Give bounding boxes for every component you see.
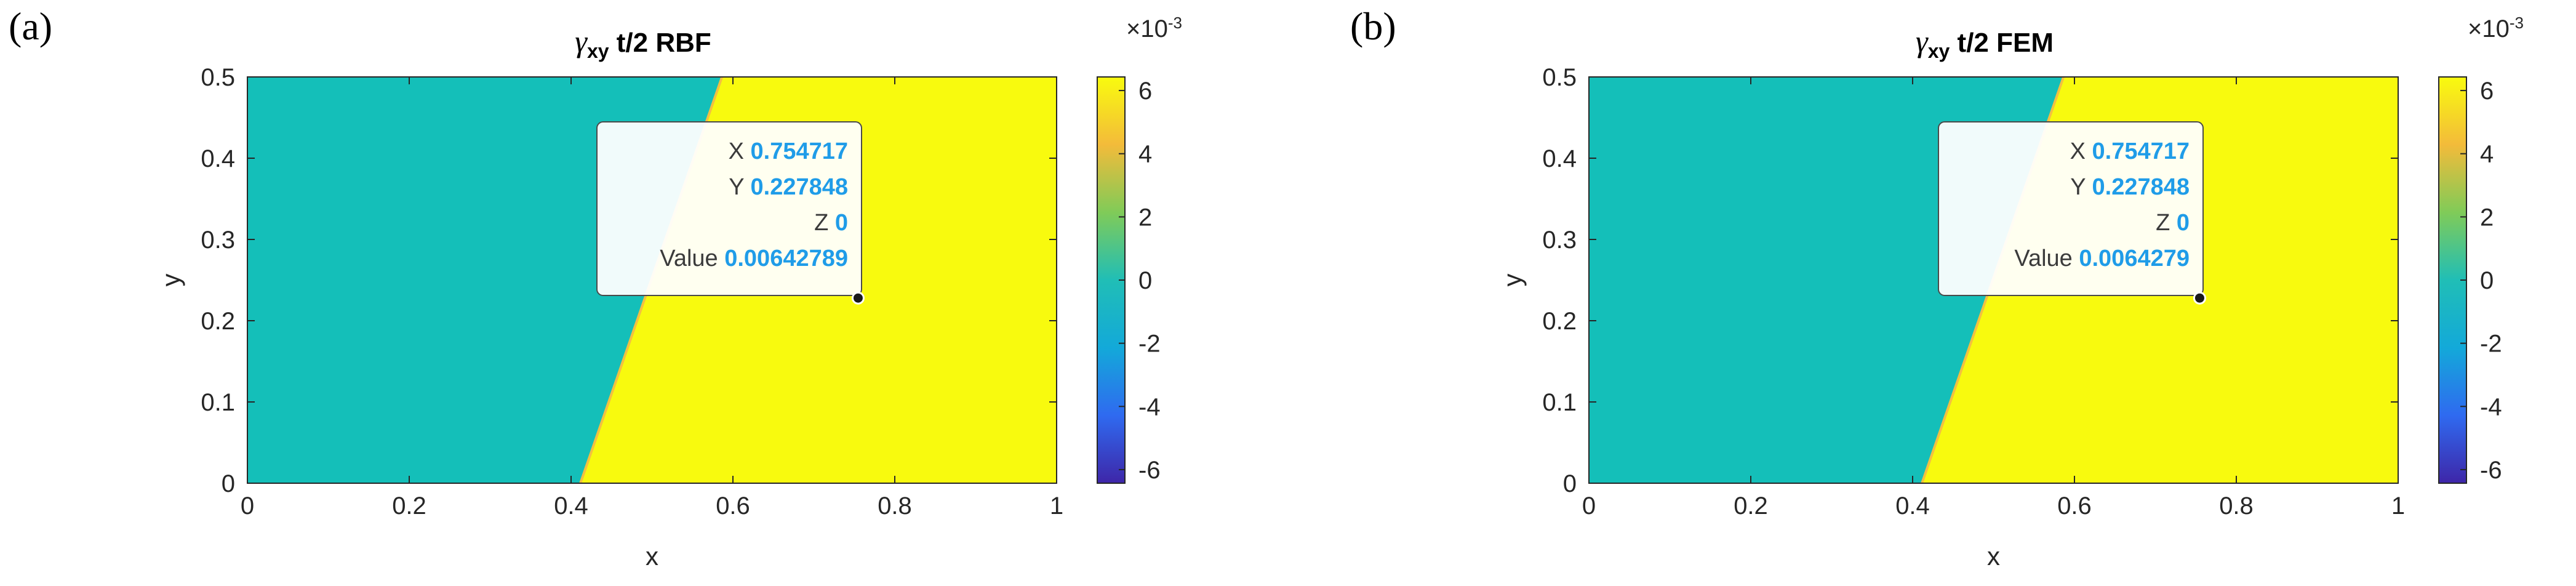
chart-svg[interactable]: 0 0.2 0.4 0.6 0.8 100.10.20.30.40.5xy-6-4-202… — [0, 0, 1288, 586]
y-tick-label: 0.4 — [1542, 145, 1577, 172]
datatip-row: Z 0 — [814, 210, 848, 236]
title-subscript: xy — [586, 39, 609, 62]
x-tick-label: 0.4 — [554, 492, 588, 520]
colorbar-tick-label: 4 — [1138, 141, 1152, 168]
colorbar-tick-label: -4 — [1138, 393, 1161, 420]
colorbar — [1097, 76, 1126, 484]
datatip-marker[interactable] — [2193, 291, 2206, 305]
colorbar-tick-label: 0 — [2480, 267, 2494, 294]
title-symbol: γ — [1916, 24, 1928, 58]
chart-title: γxy t/2 RBF — [575, 23, 711, 63]
datatip-value: 0 — [2177, 210, 2190, 236]
datatip-key: X — [729, 138, 751, 164]
y-tick-label: 0.1 — [1542, 389, 1577, 416]
colorbar-exponent-label: ×10-3 — [1126, 14, 1182, 42]
y-tick-label: 0.3 — [201, 227, 235, 254]
datatip-key: Value — [2014, 246, 2079, 271]
y-tick-label: 0 — [222, 470, 235, 497]
colorbar-tick-label: 4 — [2480, 141, 2494, 168]
x-axis-label: x — [646, 542, 658, 571]
y-axis-label: y — [1498, 274, 1527, 287]
panel-b: (b) γxy t/2 FEM 0 0.2 0.4 0.6 0.8 1 0 0.1 0.2 0.3… — [1342, 0, 2576, 586]
datatip-key: Z — [814, 210, 835, 236]
datatip-value: 0.754717 — [2092, 138, 2190, 164]
x-tick-label: 0 — [241, 492, 254, 520]
title-text: t/2 RBF — [616, 28, 711, 58]
x-axis-label: x — [1987, 542, 2000, 571]
y-tick-label: 0.1 — [201, 389, 235, 416]
panel-a: (a) γxy t/2 RBF 0 0.2 0.4 0.6 0.8 1 0 0.1 0.2 0.3… — [0, 0, 1288, 586]
colorbar-exponent-power: -3 — [1168, 14, 1182, 32]
axes-frame — [247, 76, 1057, 484]
title-text: t/2 FEM — [1957, 28, 2054, 58]
datatip-row: Value 0.0064279 — [2014, 246, 2190, 271]
datatip-row: X 0.754717 — [729, 138, 848, 164]
chart-title: γxy t/2 FEM — [1916, 23, 2054, 63]
colorbar-tick-label: -6 — [1138, 457, 1161, 484]
datatip-row: X 0.754717 — [2070, 138, 2190, 164]
datatip-row: Value 0.00642789 — [660, 246, 848, 271]
datatip-value: 0.227848 — [751, 174, 849, 200]
datatip-value: 0.227848 — [2092, 174, 2190, 200]
y-tick-label: 0.2 — [1542, 308, 1577, 335]
colorbar-tick-label: -6 — [2480, 457, 2502, 484]
datatip-key: Z — [2156, 210, 2177, 236]
colorbar-exponent-label: ×10-3 — [2468, 14, 2524, 42]
datatip-key: Value — [660, 246, 724, 271]
datatip-key: X — [2070, 138, 2092, 164]
colorbar-tick-label: 2 — [2480, 204, 2494, 231]
y-tick-label: 0 — [1563, 470, 1577, 497]
y-tick-label: 0.4 — [201, 145, 235, 172]
title-symbol: γ — [575, 24, 587, 58]
panel-label: (a) — [9, 4, 53, 48]
x-tick-label: 0.6 — [2057, 492, 2092, 520]
datatip-row: Y 0.227848 — [2070, 174, 2190, 200]
x-tick-label: 0.8 — [2219, 492, 2254, 520]
colorbar-exponent-base: ×10 — [2468, 15, 2510, 42]
y-tick-label: 0.5 — [201, 64, 235, 91]
y-axis-label: y — [156, 274, 185, 287]
x-tick-label: 0 — [1582, 492, 1596, 520]
datatip-box[interactable] — [596, 121, 862, 296]
chart-svg[interactable]: 0 0.2 0.4 0.6 0.8 100.10.20.30.40.5xy-6-4-202… — [1342, 0, 2576, 586]
x-tick-label: 0.6 — [716, 492, 750, 520]
datatip-value: 0.754717 — [751, 138, 849, 164]
datatip-marker[interactable] — [851, 291, 865, 305]
datatip-row: Z 0 — [2156, 210, 2190, 236]
colorbar-tick-label: -4 — [2480, 393, 2502, 420]
x-tick-label: 1 — [2391, 492, 2405, 520]
colorbar-tick-label: -2 — [1138, 331, 1161, 358]
x-tick-label: 1 — [1050, 492, 1063, 520]
colorbar-tick-label: 2 — [1138, 204, 1152, 231]
datatip-value: 0.00642789 — [724, 246, 848, 271]
datatip-value: 0.0064279 — [2079, 246, 2190, 271]
datatip-value: 0 — [835, 210, 848, 236]
datatip-box[interactable] — [1938, 121, 2204, 296]
axes-frame — [1588, 76, 2399, 484]
datatip-key: Y — [2070, 174, 2092, 200]
colorbar-tick-label: 0 — [1138, 267, 1152, 294]
x-tick-label: 0.4 — [1895, 492, 1930, 520]
colorbar-exponent-base: ×10 — [1126, 15, 1168, 42]
title-subscript: xy — [1927, 39, 1950, 62]
colorbar-tick-label: 6 — [1138, 78, 1152, 105]
colorbar-tick-label: 6 — [2480, 78, 2494, 105]
colorbar-tick-label: -2 — [2480, 331, 2502, 358]
y-tick-label: 0.2 — [201, 308, 235, 335]
x-tick-label: 0.8 — [878, 492, 912, 520]
panel-label: (b) — [1350, 4, 1396, 48]
colorbar-exponent-power: -3 — [2510, 14, 2524, 32]
y-tick-label: 0.3 — [1542, 227, 1577, 254]
x-tick-label: 0.2 — [1734, 492, 1768, 520]
datatip-key: Y — [729, 174, 750, 200]
y-tick-label: 0.5 — [1542, 64, 1577, 91]
datatip-row: Y 0.227848 — [729, 174, 848, 200]
x-tick-label: 0.2 — [392, 492, 426, 520]
